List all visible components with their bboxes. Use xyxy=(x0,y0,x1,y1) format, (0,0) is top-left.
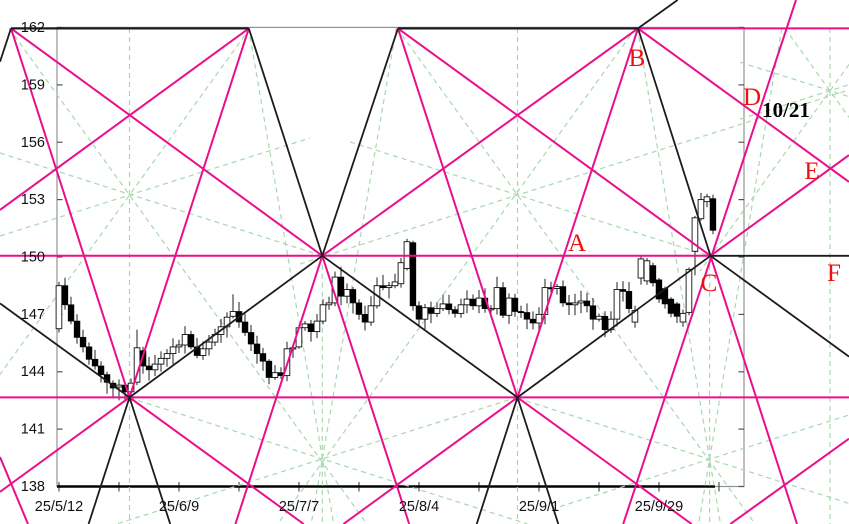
svg-text:25/9/1: 25/9/1 xyxy=(519,499,559,515)
svg-text:25/5/12: 25/5/12 xyxy=(35,499,83,515)
svg-text:156: 156 xyxy=(21,135,45,151)
svg-text:162: 162 xyxy=(21,20,45,36)
svg-text:25/6/9: 25/6/9 xyxy=(159,499,199,515)
svg-text:C: C xyxy=(701,270,718,297)
svg-text:E: E xyxy=(804,158,819,185)
svg-text:159: 159 xyxy=(21,77,45,93)
svg-text:25/7/7: 25/7/7 xyxy=(279,499,319,515)
svg-text:F: F xyxy=(827,260,841,287)
svg-text:138: 138 xyxy=(21,479,45,495)
svg-text:141: 141 xyxy=(21,422,45,438)
svg-text:147: 147 xyxy=(21,307,45,323)
svg-text:153: 153 xyxy=(21,192,45,208)
svg-text:10/21: 10/21 xyxy=(762,98,810,122)
svg-text:150: 150 xyxy=(21,250,45,266)
svg-text:B: B xyxy=(629,45,646,72)
svg-text:25/8/4: 25/8/4 xyxy=(399,499,439,515)
svg-text:144: 144 xyxy=(21,364,45,380)
svg-text:D: D xyxy=(743,84,761,111)
svg-text:25/9/29: 25/9/29 xyxy=(635,499,683,515)
svg-text:A: A xyxy=(568,230,586,257)
